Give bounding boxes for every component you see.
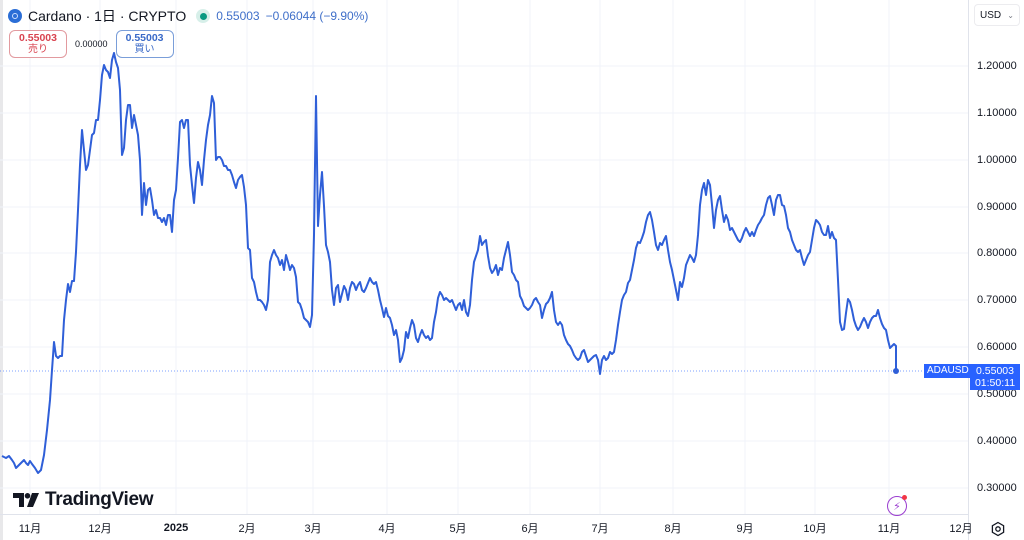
- price-axis-label: 0.60000: [977, 341, 1017, 353]
- chevron-down-icon: ⌄: [1007, 10, 1014, 20]
- price-axis-label: 0.70000: [977, 294, 1017, 306]
- time-axis-label: 2025: [163, 522, 189, 534]
- price-axis-label: 1.10000: [977, 107, 1017, 119]
- sell-price: 0.55003: [19, 32, 57, 44]
- price-axis-label: 1.20000: [977, 60, 1017, 72]
- cardano-coin-icon: [8, 9, 22, 23]
- chart-left-edge: [0, 0, 3, 540]
- sell-button[interactable]: 0.55003 売り: [9, 30, 67, 58]
- symbol-price-tag: ADAUSD: [924, 364, 972, 378]
- price-axis-label: 0.90000: [977, 201, 1017, 213]
- time-axis-label: 6月: [521, 523, 539, 535]
- price-axis-label: 0.30000: [977, 482, 1017, 494]
- settings-icon[interactable]: [990, 521, 1006, 537]
- time-axis-label: 12月: [88, 523, 112, 535]
- chart-plot-area[interactable]: [0, 0, 968, 514]
- last-price: 0.55003: [216, 9, 260, 23]
- sell-label: 売り: [28, 44, 48, 55]
- buy-price: 0.55003: [125, 32, 164, 44]
- time-axis-label: 9月: [736, 523, 754, 535]
- time-axis-label: 12月: [949, 523, 973, 535]
- tradingview-logo-icon: [13, 493, 39, 507]
- price-axis-label: 0.50000: [977, 388, 1017, 400]
- currency-label: USD: [980, 9, 1002, 21]
- lightning-icon[interactable]: ⚡︎: [887, 496, 907, 516]
- grid-lines: [0, 0, 968, 514]
- time-axis-label: 2月: [238, 523, 256, 535]
- time-axis-label: 11月: [18, 523, 42, 535]
- time-axis-label: 5月: [449, 523, 467, 535]
- price-axis-separator: [968, 0, 969, 540]
- buy-label: 買い: [134, 44, 155, 55]
- last-price-marker: [893, 368, 899, 374]
- symbol-title[interactable]: Cardano · 1日 · CRYPTO: [28, 8, 187, 24]
- trade-panel: 0.55003 売り 0.00000 0.55003 買い: [9, 30, 174, 58]
- market-status-icon[interactable]: [196, 9, 211, 23]
- price-axis-label: 1.00000: [977, 154, 1017, 166]
- time-axis-label: 3月: [304, 523, 322, 535]
- price-axis-label: 0.80000: [977, 247, 1017, 259]
- spread-value: 0.00000: [75, 39, 108, 49]
- bar-countdown: 01:50:11: [974, 377, 1016, 389]
- time-axis-label: 11月: [877, 523, 901, 535]
- market-open-dot: [199, 12, 207, 20]
- price-change: −0.06044 (−9.90%): [265, 9, 369, 23]
- buy-button[interactable]: 0.55003 買い: [115, 30, 174, 58]
- time-axis-label: 4月: [378, 523, 396, 535]
- time-axis-label: 10月: [803, 523, 827, 535]
- price-line: [1, 52, 897, 474]
- price-axis-label: 0.40000: [977, 435, 1017, 447]
- time-axis-label: 7月: [591, 523, 609, 535]
- notification-dot: [902, 495, 907, 500]
- time-axis-label: 8月: [664, 523, 682, 535]
- time-axis-separator: [0, 514, 968, 515]
- symbol-header: Cardano · 1日 · CRYPTO 0.55003 −0.06044 (…: [8, 6, 368, 26]
- last-price-tag-value: 0.55003: [976, 365, 1014, 377]
- tradingview-logo[interactable]: TradingView: [13, 489, 154, 511]
- price-chart: [0, 0, 968, 514]
- last-price-tag: 0.55003 01:50:11: [970, 364, 1020, 390]
- currency-selector[interactable]: USD ⌄: [974, 4, 1020, 26]
- tradingview-logo-text: TradingView: [45, 489, 154, 510]
